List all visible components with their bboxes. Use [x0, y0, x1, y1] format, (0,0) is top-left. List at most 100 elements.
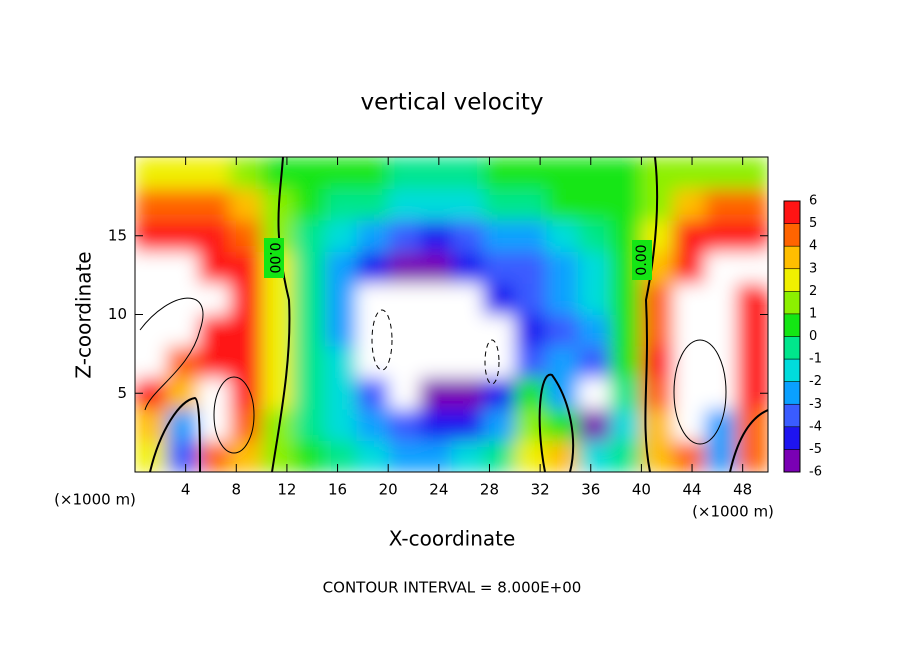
colorbar-band: [784, 268, 800, 292]
cell: [514, 188, 547, 221]
cell: [356, 157, 389, 189]
cell: [324, 157, 358, 189]
cell: [673, 283, 706, 315]
cell: [388, 377, 421, 410]
colorbar-tick-label: -3: [809, 397, 822, 412]
cell: [514, 283, 547, 315]
cell: [609, 346, 642, 378]
cell: [135, 188, 168, 221]
cell: [704, 314, 737, 347]
cell: [293, 251, 326, 284]
cell: [198, 346, 231, 378]
cell: [261, 377, 294, 410]
y-tick-label: 15: [108, 226, 127, 244]
cell: [514, 220, 547, 252]
cell: [388, 188, 421, 221]
cell: [451, 251, 484, 284]
x-tick-label: 28: [480, 481, 499, 499]
cell: [451, 157, 484, 189]
cell: [736, 440, 768, 472]
cell: [546, 220, 579, 252]
cell: [514, 409, 547, 441]
colorbar-tick-label: 0: [809, 329, 817, 344]
cell: [166, 314, 199, 347]
contour-line: [673, 339, 727, 445]
cell: [324, 314, 358, 347]
cell: [198, 283, 231, 315]
cell: [483, 188, 516, 221]
cell: [356, 377, 389, 410]
cell: [483, 220, 516, 252]
cell: [166, 440, 199, 472]
label-backing: [632, 240, 652, 280]
cell: [546, 188, 579, 221]
colorbar-band: [784, 246, 800, 270]
cell: [736, 188, 768, 221]
cell: [483, 440, 516, 472]
cell: [166, 220, 199, 252]
cell: [451, 188, 484, 221]
colorbar-band: [784, 381, 800, 405]
cell: [419, 314, 452, 347]
cell: [293, 188, 326, 221]
x-tick-label: 20: [379, 481, 398, 499]
cell: [704, 283, 737, 315]
x-units: (×1000 m): [692, 503, 774, 521]
cell: [609, 283, 642, 315]
cell: [736, 157, 768, 189]
cell: [419, 440, 452, 472]
colorbar-band: [784, 449, 800, 473]
cell: [609, 314, 642, 347]
cell: [229, 251, 263, 284]
cell: [293, 409, 326, 441]
cell: [578, 188, 611, 221]
colorbar-band: [784, 336, 800, 360]
cell: [229, 283, 263, 315]
cell: [451, 314, 484, 347]
cell: [135, 314, 168, 347]
cell: [578, 283, 611, 315]
colorbar-band: [784, 291, 800, 315]
cell: [293, 314, 326, 347]
cell: [166, 346, 199, 378]
cell: [578, 440, 611, 472]
colorbar-tick-label: -1: [809, 352, 822, 367]
cell: [514, 314, 547, 347]
cell: [514, 346, 547, 378]
cell: [483, 314, 516, 347]
cell: [514, 157, 547, 189]
cell: [673, 377, 706, 410]
cell: [293, 220, 326, 252]
cell: [166, 188, 199, 221]
colorbar-tick-label: 6: [809, 194, 817, 209]
cell: [546, 283, 579, 315]
colorbar-tick-label: -4: [809, 419, 822, 434]
cell: [704, 188, 737, 221]
cell: [229, 409, 263, 441]
cell: [546, 251, 579, 284]
contour-label: 0.00: [634, 244, 650, 275]
cell: [198, 220, 231, 252]
x-tick-label: 36: [581, 481, 600, 499]
cell: [293, 346, 326, 378]
cell: [451, 377, 484, 410]
cell: [293, 283, 326, 315]
cell: [673, 409, 706, 441]
cell: [673, 440, 706, 472]
cell: [419, 220, 452, 252]
cell: [293, 157, 326, 189]
cell: [419, 188, 452, 221]
cell: [578, 314, 611, 347]
cell: [324, 220, 358, 252]
x-tick-label: 44: [682, 481, 701, 499]
cell: [609, 188, 642, 221]
cell: [261, 440, 294, 472]
cell: [451, 440, 484, 472]
cell: [229, 314, 263, 347]
colorbar-band: [784, 223, 800, 247]
x-tick-label: 8: [232, 481, 242, 499]
contours: [139, 157, 768, 472]
contour-label: 0.00: [266, 242, 282, 273]
cell: [356, 251, 389, 284]
contour-line: [213, 376, 255, 454]
